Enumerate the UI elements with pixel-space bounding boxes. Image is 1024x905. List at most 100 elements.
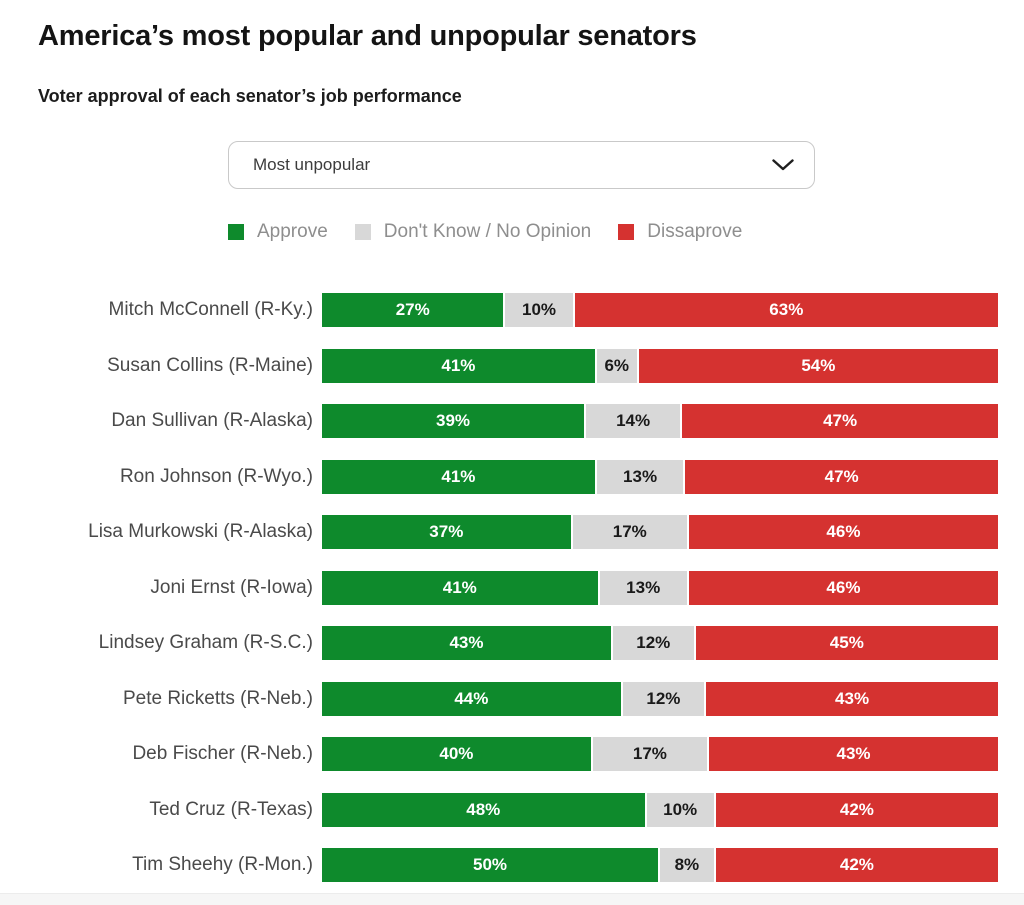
segment-value-label: 50% [472,855,508,874]
legend: Approve Don't Know / No Opinion Dissapro… [228,221,742,243]
senator-row: Lisa Murkowski (R-Alaska) 37% 17% 46% [0,515,1024,549]
segment-value-label: 37% [429,522,464,541]
bar-segment-dissaprove: 46% [688,570,998,605]
segment-value-label: 44% [454,688,489,708]
sort-filter-selected-value: Most unpopular [253,155,371,174]
segment-value-label: 14% [616,411,651,430]
senator-row: Deb Fischer (R-Neb.) 40% 17% 43% [0,737,1024,771]
senator-row: Lindsey Graham (R-S.C.) 43% 12% 45% [0,626,1024,660]
senator-row: Ted Cruz (R-Texas) 48% 10% 42% [0,792,1024,827]
senator-row: Joni Ernst (R-Iowa) 41% 13% 46% [0,570,1024,605]
segment-value-label: 43% [835,688,870,708]
segment-value-label: 41% [441,466,476,486]
senator-row: Pete Ricketts (R-Neb.) 44% 12% 43% [0,681,1024,716]
bar-segment-don-t-know-no-opinion: 10% [646,792,714,827]
sort-filter-dropdown[interactable]: Most unpopular [228,141,815,189]
segment-value-label: 10% [522,300,557,319]
senator-label: Tim Sheehy (R-Mon.) [132,854,313,875]
stacked-bar: 41% 13% 47% [322,459,999,494]
bar-segment-don-t-know-no-opinion: 17% [572,515,687,549]
segment-value-label: 46% [826,577,861,597]
bar-segment-approve: 39% [322,404,585,438]
bar-segment-don-t-know-no-opinion: 6% [596,348,637,383]
bar-segment-don-t-know-no-opinion: 12% [622,681,705,716]
bar-segment-don-t-know-no-opinion: 14% [586,404,681,438]
bar-segment-dissaprove: 46% [688,515,998,549]
bar-segment-don-t-know-no-opinion: 17% [592,737,708,771]
segment-value-label: 43% [449,633,484,652]
bar-segment-dissaprove: 43% [706,681,998,716]
stacked-bar: 50% 8% 42% [322,848,998,882]
legend-label-dissaprove: Dissaprove [647,221,743,242]
bar-segment-don-t-know-no-opinion: 8% [660,848,714,882]
page-subtitle: Voter approval of each senator’s job per… [38,86,462,106]
bar-segment-dissaprove: 45% [695,626,998,660]
stacked-bar: 48% 10% 42% [322,792,998,827]
segment-value-label: 45% [829,633,864,652]
senator-label: Joni Ernst (R-Iowa) [150,576,313,598]
bar-segment-don-t-know-no-opinion: 13% [596,459,684,494]
segment-value-label: 54% [801,355,836,375]
senator-row: Dan Sullivan (R-Alaska) 39% 14% 47% [0,404,1024,438]
senator-row: Susan Collins (R-Maine) 41% 6% 54% [0,348,1024,383]
page-title: America’s most popular and unpopular sen… [38,20,697,52]
senator-row: Ron Johnson (R-Wyo.) 41% 13% 47% [0,459,1024,494]
senator-label: Dan Sullivan (R-Alaska) [111,410,313,431]
senator-approval-chart: Mitch McConnell (R-Ky.) 27% 10% 63% Susan Co… [0,293,1024,882]
segment-value-label: 43% [836,744,871,763]
segment-value-label: 8% [674,855,700,874]
dont-know-swatch-icon [354,224,371,240]
segment-value-label: 10% [663,799,698,819]
stacked-bar: 43% 12% 45% [322,626,998,660]
chevron-down-icon [772,159,794,171]
bar-segment-dissaprove: 47% [682,404,998,438]
bar-segment-approve: 48% [322,792,645,827]
bar-segment-dissaprove: 63% [574,293,998,327]
stacked-bar: 41% 13% 46% [322,570,998,605]
bar-segment-dissaprove: 47% [685,459,999,494]
stacked-bar: 41% 6% 54% [322,348,998,383]
segment-value-label: 12% [646,688,681,708]
bar-segment-approve: 43% [322,626,611,660]
stacked-bar: 37% 17% 46% [322,515,998,549]
bottom-divider [0,893,1024,905]
bar-segment-approve: 44% [322,681,621,716]
stacked-bar: 27% 10% 63% [322,293,998,327]
legend-item-dont-know: Don't Know / No Opinion [354,221,591,243]
segment-value-label: 13% [623,466,658,486]
segment-value-label: 13% [626,577,661,597]
segment-value-label: 63% [769,300,804,319]
segment-value-label: 41% [441,355,476,375]
segment-value-label: 47% [823,411,858,430]
segment-value-label: 46% [826,522,861,541]
bar-segment-don-t-know-no-opinion: 13% [599,570,687,605]
dissaprove-swatch-icon [618,224,635,240]
bar-segment-approve: 40% [322,737,591,771]
segment-value-label: 41% [442,577,477,597]
segment-value-label: 40% [439,744,474,763]
senator-row: Mitch McConnell (R-Ky.) 27% 10% 63% [0,293,1024,327]
senator-label: Mitch McConnell (R-Ky.) [108,299,313,320]
bar-segment-approve: 27% [322,293,504,327]
approve-swatch-icon [228,224,244,240]
stacked-bar: 40% 17% 43% [322,737,998,771]
bar-segment-approve: 37% [322,515,571,549]
segment-value-label: 42% [839,799,874,819]
segment-value-label: 6% [604,355,630,375]
senator-label: Ron Johnson (R-Wyo.) [119,465,313,487]
senator-label: Pete Ricketts (R-Neb.) [122,687,313,709]
senator-row: Tim Sheehy (R-Mon.) 50% 8% 42% [0,848,1024,882]
legend-label-approve: Approve [257,221,328,242]
bar-segment-approve: 41% [322,459,595,494]
segment-value-label: 42% [839,855,874,874]
segment-value-label: 12% [636,633,671,652]
senator-label: Susan Collins (R-Maine) [107,354,313,376]
segment-value-label: 47% [824,466,859,486]
bar-segment-dissaprove: 43% [709,737,998,771]
senator-label: Deb Fischer (R-Neb.) [132,743,313,764]
segment-value-label: 48% [466,799,501,819]
senator-label: Lindsey Graham (R-S.C.) [98,632,313,653]
segment-value-label: 39% [436,411,471,430]
bar-segment-approve: 41% [322,570,598,605]
